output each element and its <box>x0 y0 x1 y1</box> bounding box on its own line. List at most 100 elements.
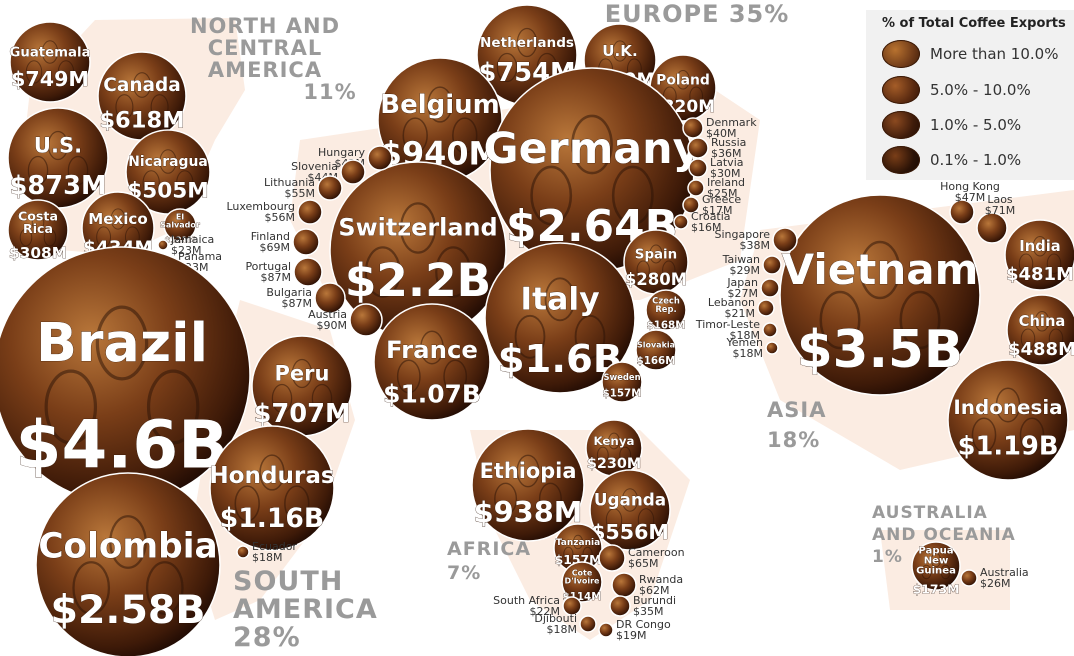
country-name-ireland: Ireland <box>707 176 745 189</box>
bean-texture <box>443 359 468 394</box>
country-value-laos: $71M <box>985 204 1016 217</box>
bean-texture <box>596 446 609 464</box>
country-value-lebanon: $21M <box>725 307 756 320</box>
bean-texture <box>27 155 49 186</box>
bubble-timor-leste: Timor-Leste$18M <box>695 318 778 342</box>
bean-texture <box>1032 235 1048 257</box>
country-value-ecuador: $18M <box>252 551 283 564</box>
bubble-djibouti: Djibouti$18M <box>534 612 597 636</box>
country-name-switzerland: Switzerland <box>338 214 497 242</box>
country-name-austria: Austria <box>308 308 347 321</box>
bean-texture <box>574 314 606 359</box>
bean-texture <box>67 155 89 186</box>
bean-texture <box>291 358 313 389</box>
bean-texture <box>689 86 704 106</box>
bubble-circle-el-salvador <box>163 208 197 242</box>
country-name-dr-congo: DR Congo <box>616 618 671 631</box>
bubble-circle-australia <box>960 569 978 587</box>
bean-texture <box>72 561 111 615</box>
bean-texture <box>563 546 574 562</box>
bean-texture <box>95 305 149 381</box>
country-name-bulgaria: Bulgaria <box>266 286 312 299</box>
bubble-circle-laos <box>976 212 1008 244</box>
country-value-taiwan: $29M <box>730 264 761 277</box>
region-label-australia-and-oceania: AND OCEANIA <box>872 525 1016 545</box>
bean-texture <box>1019 417 1045 453</box>
bubble-australia: Australia$26M <box>960 566 1029 590</box>
bubble-austria: Austria$90M <box>308 303 383 337</box>
country-name-mexico: Mexico <box>88 210 147 228</box>
bean-texture <box>142 170 160 195</box>
country-name-djibouti: Djibouti <box>534 612 577 625</box>
country-value-papua-new-guinea: $173M <box>913 581 960 596</box>
country-value-dr-congo: $19M <box>616 629 647 642</box>
bubble-circle-russia <box>687 137 709 159</box>
country-name-netherlands: Netherlands <box>480 35 574 51</box>
bubble-laos: Laos$71M <box>976 193 1016 244</box>
country-value-czech-rep: $168M <box>647 320 686 332</box>
legend-swatch <box>882 146 920 174</box>
bean-texture <box>234 485 260 522</box>
country-value-djibouti: $18M <box>547 623 578 636</box>
bubble-circle-croatia <box>673 214 689 230</box>
bean-texture <box>538 482 562 516</box>
country-name-u-k: U.K. <box>602 42 637 60</box>
bean-texture <box>31 213 45 232</box>
country-name-croatia: Croatia <box>691 210 731 223</box>
bean-texture <box>582 546 593 562</box>
country-name-italy: Italy <box>520 282 599 318</box>
country-value-bulgaria: $87M <box>282 297 313 310</box>
bubble-taiwan: Taiwan$29M <box>722 253 782 277</box>
bean-texture <box>619 446 632 464</box>
region-label-asia: ASIA <box>767 398 826 422</box>
bubble-circle-hong-kong <box>949 199 975 225</box>
bubble-brazil: Brazil $4.6B <box>0 246 251 504</box>
country-name-peru: Peru <box>275 361 330 385</box>
country-value-ireland: $25M <box>707 187 738 200</box>
bubble-circle-austria <box>349 303 383 337</box>
bubble-singapore: Singapore$38M <box>715 227 798 253</box>
country-name-timor-leste: Timor-Leste <box>695 318 760 331</box>
region-label-africa: AFRICA <box>447 538 531 560</box>
bubble-finland: Finland$69M <box>251 228 320 256</box>
bubble-uganda: Uganda $556M <box>589 469 671 551</box>
bean-texture <box>1048 328 1064 350</box>
bubble-circle-yemen <box>765 341 779 355</box>
bubble-jamaica: Jamaica$23M <box>157 233 214 257</box>
bean-texture <box>109 515 147 569</box>
bean-texture <box>146 369 200 445</box>
country-name-costa-rica: Rica <box>23 221 53 236</box>
region-share-australia-and-oceania: 1% <box>872 547 903 567</box>
country-name-papua-new-guinea: New <box>924 555 949 566</box>
country-name-uganda: Uganda <box>594 490 666 510</box>
country-value-jamaica: $23M <box>171 244 202 257</box>
bubble-bulgaria: Bulgaria$87M <box>266 282 346 314</box>
bean-texture <box>676 70 690 90</box>
country-name-china: China <box>1019 313 1066 330</box>
bubble-italy: Italy $1.6B <box>484 242 636 394</box>
bubble-spain: Spain $280M <box>623 229 689 295</box>
country-value-guatemala: $749M <box>11 67 89 91</box>
legend-label: 0.1% - 1.0% <box>930 151 1022 169</box>
country-value-italy: $1.6B <box>498 337 623 382</box>
country-value-croatia: $16M <box>691 221 722 234</box>
bubble-kenya: Kenya $230M <box>585 419 643 477</box>
bean-texture <box>420 330 444 365</box>
country-name-cote-d-ivoire: Cote <box>572 569 593 578</box>
region-share-africa: 7% <box>447 562 481 584</box>
country-name-costa-rica: Costa <box>18 208 58 223</box>
bubble-lithuania: Lithuania$55M <box>264 175 343 201</box>
country-value-latvia: $30M <box>710 167 741 180</box>
bubble-japan: Japan$27M <box>726 276 780 300</box>
country-name-denmark: Denmark <box>706 116 757 129</box>
country-value-austria: $90M <box>317 319 348 332</box>
bean-texture <box>41 40 59 64</box>
country-value-u-s: $873M <box>9 171 106 201</box>
country-value-slovakia: $166M <box>637 355 676 367</box>
bean-texture <box>514 314 546 359</box>
bean-texture <box>621 488 639 512</box>
bubble-rwanda: Rwanda$62M <box>611 572 683 598</box>
bubble-ireland: Ireland$25M <box>687 176 745 200</box>
bean-texture <box>544 277 576 322</box>
country-value-honduras: $1.16B <box>220 503 324 534</box>
